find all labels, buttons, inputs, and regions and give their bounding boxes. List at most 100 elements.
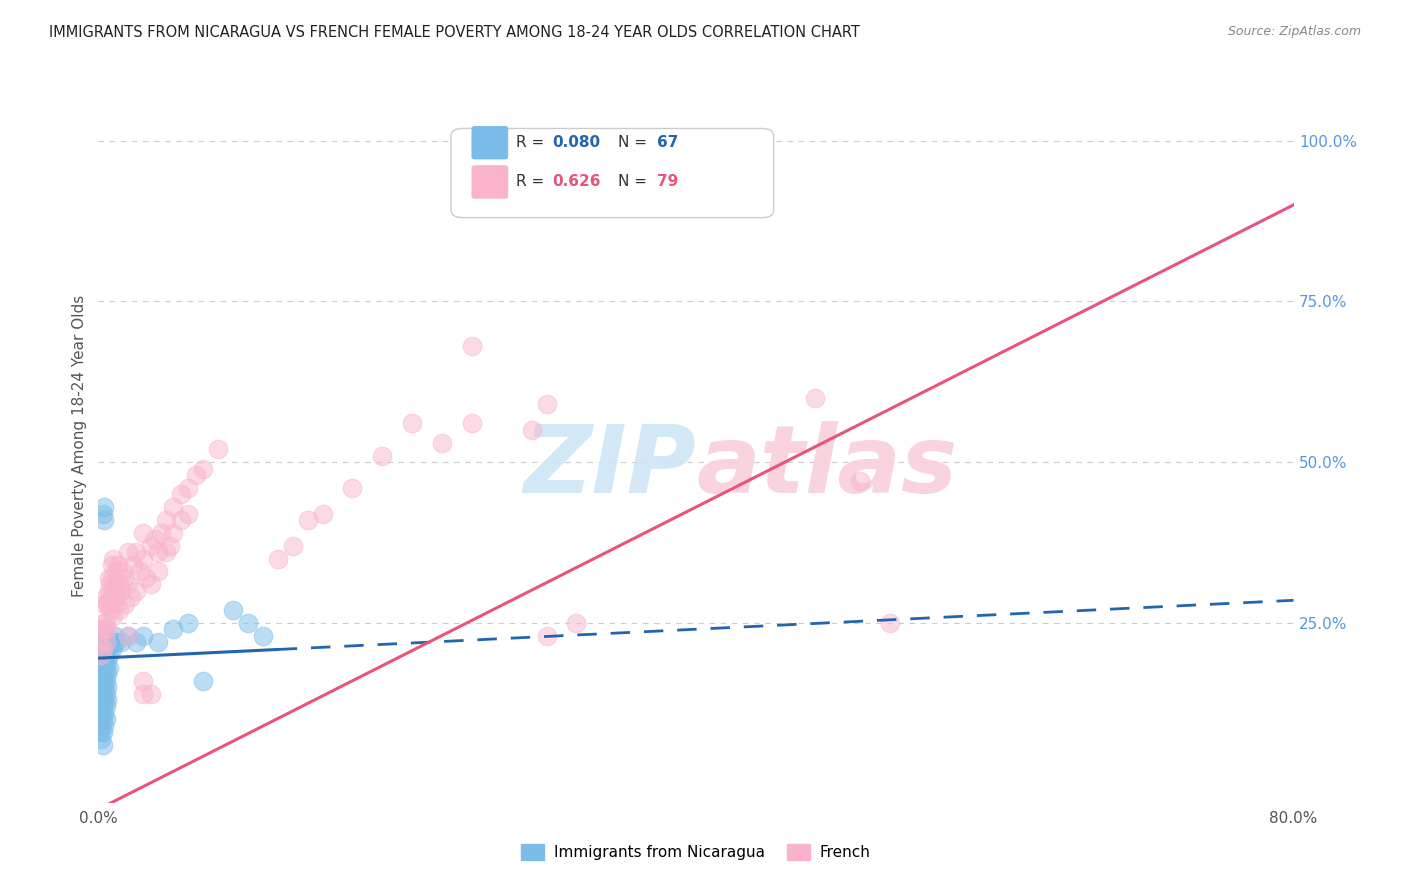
Point — [342, 481, 364, 495]
Point — [105, 597, 128, 611]
Point — [107, 558, 129, 572]
Point — [162, 525, 184, 540]
FancyBboxPatch shape — [472, 166, 508, 198]
Point — [132, 551, 155, 566]
Point — [191, 673, 214, 688]
Point — [91, 615, 114, 630]
Text: Source: ZipAtlas.com: Source: ZipAtlas.com — [1227, 25, 1361, 38]
Point — [121, 558, 143, 572]
Point — [91, 622, 114, 636]
Point — [103, 583, 125, 598]
Point — [125, 635, 148, 649]
Point — [125, 583, 148, 598]
Point — [139, 539, 162, 553]
Point — [97, 583, 120, 598]
Point — [94, 699, 117, 714]
Point — [191, 461, 214, 475]
Point — [90, 693, 112, 707]
Point — [461, 417, 484, 431]
Point — [104, 590, 127, 604]
Point — [125, 545, 148, 559]
Point — [112, 571, 135, 585]
Point — [93, 719, 115, 733]
Point — [97, 648, 120, 662]
Point — [162, 622, 184, 636]
Point — [155, 545, 177, 559]
Point — [90, 648, 112, 662]
Point — [91, 507, 114, 521]
Point — [93, 680, 115, 694]
Point — [89, 673, 111, 688]
Text: 0.626: 0.626 — [553, 175, 600, 189]
Point — [90, 667, 112, 681]
Point — [461, 339, 484, 353]
Point — [98, 635, 122, 649]
Point — [103, 635, 125, 649]
Point — [90, 731, 112, 746]
Point — [93, 629, 115, 643]
Point — [401, 417, 423, 431]
Point — [103, 609, 125, 624]
Point — [91, 641, 114, 656]
Point — [132, 686, 155, 700]
Point — [177, 507, 200, 521]
Point — [101, 558, 124, 572]
Point — [96, 641, 118, 656]
Point — [132, 629, 155, 643]
Point — [114, 597, 136, 611]
Point — [93, 693, 115, 707]
Point — [96, 654, 118, 668]
Point — [115, 577, 138, 591]
Point — [97, 661, 120, 675]
Point — [94, 648, 117, 662]
Point — [110, 583, 132, 598]
Point — [267, 551, 290, 566]
Point — [91, 686, 114, 700]
Point — [520, 423, 543, 437]
Point — [91, 648, 114, 662]
Point — [101, 571, 124, 585]
Point — [90, 680, 112, 694]
Point — [536, 629, 558, 643]
Point — [148, 565, 170, 579]
Point — [91, 725, 114, 739]
Point — [93, 513, 115, 527]
Point — [879, 615, 901, 630]
Point — [101, 641, 124, 656]
Point — [90, 706, 112, 720]
Text: 67: 67 — [657, 136, 678, 150]
Text: ZIP: ZIP — [523, 421, 696, 514]
Point — [90, 622, 112, 636]
Point — [93, 500, 115, 514]
Legend: Immigrants from Nicaragua, French: Immigrants from Nicaragua, French — [516, 838, 876, 866]
Text: N =: N = — [619, 175, 652, 189]
Point — [177, 481, 200, 495]
Point — [162, 500, 184, 514]
Point — [110, 635, 132, 649]
Point — [89, 686, 111, 700]
Point — [536, 397, 558, 411]
Point — [155, 513, 177, 527]
Point — [91, 699, 114, 714]
Point — [849, 475, 872, 489]
Point — [94, 590, 117, 604]
Point — [93, 654, 115, 668]
Point — [610, 134, 633, 148]
Text: atlas: atlas — [696, 421, 957, 514]
Point — [89, 648, 111, 662]
Text: IMMIGRANTS FROM NICARAGUA VS FRENCH FEMALE POVERTY AMONG 18-24 YEAR OLDS CORRELA: IMMIGRANTS FROM NICARAGUA VS FRENCH FEMA… — [49, 25, 860, 40]
Point — [94, 712, 117, 726]
Point — [169, 487, 191, 501]
Point — [90, 629, 112, 643]
Point — [222, 603, 245, 617]
Point — [89, 725, 111, 739]
Point — [94, 686, 117, 700]
Point — [184, 467, 207, 482]
Point — [98, 577, 122, 591]
Point — [90, 654, 112, 668]
Point — [97, 597, 120, 611]
Point — [177, 615, 200, 630]
Point — [94, 673, 117, 688]
Point — [96, 693, 118, 707]
Point — [94, 661, 117, 675]
